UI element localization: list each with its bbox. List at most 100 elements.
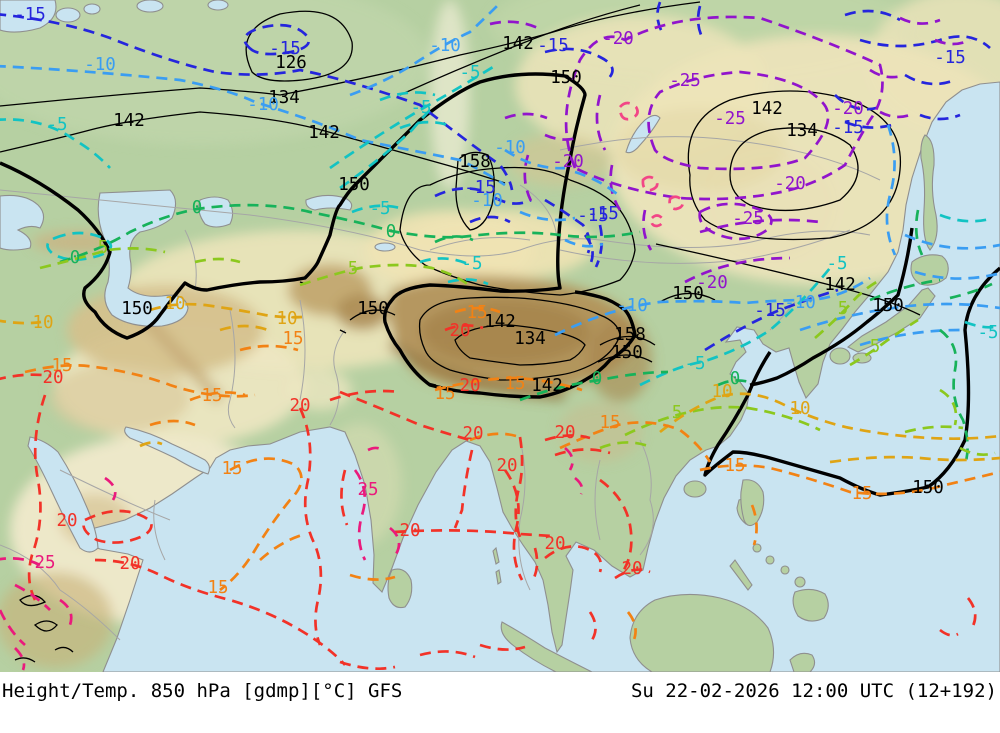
valid-time: Su 22-02-2026 12:00 UTC (12+192): [630, 680, 997, 702]
height-contour-label: 142: [824, 275, 856, 295]
temp-contour-label: 10: [164, 294, 185, 314]
luzon: [740, 479, 765, 527]
temp-contour-label: -15: [754, 301, 786, 321]
hainan: [683, 480, 707, 498]
temp-contour-label: -10: [471, 191, 503, 211]
temp-contour-label: -5: [369, 199, 390, 219]
temp-contour-label: 10: [32, 313, 53, 333]
country-borders: [0, 136, 881, 641]
temp-contour-label: -5: [461, 254, 482, 274]
temp-contour-label: 15: [221, 459, 242, 479]
temp-contour-label: 15: [599, 413, 620, 433]
temp-contour-label: 15: [201, 386, 222, 406]
temp-contour-label: 5: [838, 299, 849, 319]
temp-contour-label: -15: [577, 206, 609, 226]
temp-contour-label: 20: [459, 376, 480, 396]
lake-issyk: [374, 242, 396, 252]
chart-title: Height/Temp. 850 hPa [gdmp][°C] GFS: [2, 680, 403, 702]
temp-contour-label: 20: [449, 321, 470, 341]
temp-contour-label: 5: [672, 403, 683, 423]
temp-contour-label: 0: [192, 198, 203, 218]
temp-contour-label: 15: [504, 374, 525, 394]
height-contour-label: 150: [121, 299, 153, 319]
temp-contour-label: -15: [14, 5, 46, 25]
borneo: [629, 593, 775, 672]
height-contours: [0, 1, 1000, 663]
contour-150-bold-japan: [749, 227, 914, 387]
contour-150-pamir: [349, 309, 396, 321]
kyushu: [829, 347, 851, 365]
sakhalin: [920, 134, 938, 251]
temp-contour-label: 20: [119, 554, 140, 574]
temp-contour-label: -15: [464, 178, 496, 198]
temp-contour-label: 5: [348, 259, 359, 279]
temp-contour-label: 20: [621, 559, 642, 579]
north-lake: [207, 0, 229, 11]
temp-contour-label: 20: [56, 511, 77, 531]
lake-onega: [83, 3, 101, 15]
baltic-sea: [0, 0, 57, 33]
lake-ladoga: [55, 7, 81, 23]
height-contour-label: 142: [502, 34, 534, 54]
contour-142-tibet: [418, 296, 621, 381]
temp-contour-label: 25: [357, 480, 378, 500]
contour-150-ne-plateau: [659, 292, 716, 303]
persian-gulf: [124, 426, 211, 475]
temp-contour-label: 0: [386, 222, 397, 242]
contour-150-se: [597, 354, 653, 363]
temp-contour-label: -20: [774, 174, 806, 194]
temp-contour-label: -10: [494, 138, 526, 158]
temp-contour-label: -15: [537, 36, 569, 56]
contour-158-tarim: [399, 166, 636, 296]
temp-contour-label: -25: [669, 71, 701, 91]
temp-contour-label: 15: [434, 384, 455, 404]
white-sea: [136, 0, 164, 13]
black-sea: [0, 194, 45, 251]
height-contour-label: 142: [531, 376, 563, 396]
temp-contours: [0, 1, 1000, 671]
height-contour-label: 150: [611, 343, 643, 363]
temp-contour-label: 15: [724, 456, 745, 476]
contour-ethiopia: [14, 594, 74, 663]
honshu: [846, 287, 936, 353]
temp-contour-label: 20: [554, 423, 575, 443]
palawan: [729, 559, 753, 591]
temp-contour-label: -10: [84, 55, 116, 75]
temp-contour-label: -20: [602, 29, 634, 49]
caspian-sea: [97, 189, 189, 327]
temp-contour-label: -5: [410, 98, 431, 118]
temp-contour-label: -10: [247, 95, 279, 115]
temp-contour-label: 15: [851, 484, 872, 504]
temp-contour-label: -15: [832, 118, 864, 138]
temp-contour-label: 10: [789, 399, 810, 419]
height-contour-label: 150: [357, 299, 389, 319]
temp-contour-label: 0: [730, 369, 741, 389]
temp-contour-label: 25: [34, 553, 55, 573]
temp-contour-label: 20: [399, 521, 420, 541]
height-contour-label: 150: [672, 284, 704, 304]
contour-150-bold-coast: [703, 266, 1000, 497]
height-contour-label: 134: [268, 88, 300, 108]
temp-contour-label: -25: [732, 209, 764, 229]
temp-contour-label: -5: [46, 115, 67, 135]
temp-contour-label: -20: [696, 273, 728, 293]
red-sea: [27, 436, 99, 553]
contour-158-dzungaria: [455, 151, 495, 231]
temp-contour-label: 15: [51, 356, 72, 376]
temp-contour-label: -5: [684, 354, 705, 374]
height-contour-label: 134: [786, 121, 818, 141]
temp-contour-label: -5: [977, 323, 998, 343]
height-contour-label: 150: [338, 175, 370, 195]
contour-150-bold-west: [0, 72, 637, 399]
contour-158-se: [599, 335, 656, 346]
islands: [387, 134, 949, 672]
height-contour-label: 150: [550, 68, 582, 88]
temp-contour-label: 20: [462, 424, 483, 444]
temp-contour-label: 20: [544, 534, 565, 554]
temp-contour-label: 10: [276, 309, 297, 329]
height-contour-label: 158: [614, 325, 646, 345]
height-contour-label: 158: [459, 152, 491, 172]
height-contour-label: 150: [872, 296, 904, 316]
